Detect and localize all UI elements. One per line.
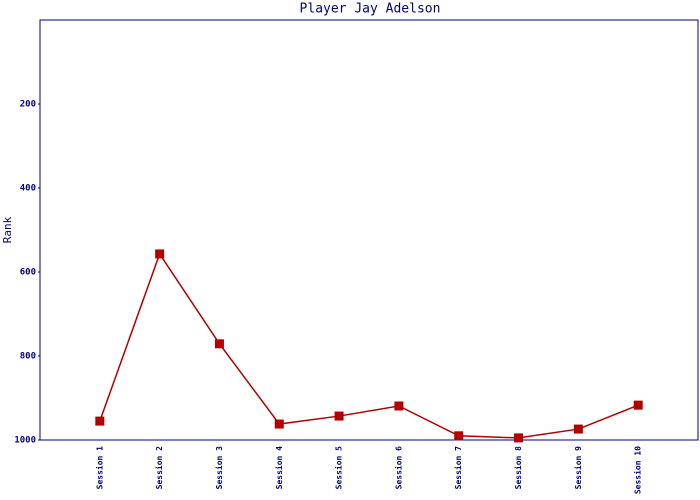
x-tick-label: Session 5 — [334, 446, 344, 490]
x-tick-label: Session 4 — [274, 446, 284, 490]
x-tick-label: Session 10 — [633, 446, 643, 494]
plot-frame — [39, 19, 699, 441]
marker — [274, 419, 284, 429]
marker — [95, 416, 105, 426]
marker — [573, 424, 583, 434]
chart-title: Player Jay Adelson — [300, 2, 441, 17]
marker — [214, 339, 224, 349]
y-tick-label: 1000 — [14, 436, 36, 446]
x-tick-label: Session 9 — [573, 446, 583, 490]
x-tick-label: Session 3 — [214, 446, 224, 490]
y-tick-label: 200 — [20, 100, 36, 110]
marker — [394, 401, 404, 411]
x-tick-label: Session 6 — [393, 446, 403, 490]
x-tick-label: Session 7 — [453, 446, 463, 490]
y-tick-label: 400 — [20, 184, 36, 194]
marker — [633, 400, 643, 410]
line — [99, 252, 639, 439]
marker — [155, 249, 165, 259]
marker — [334, 411, 344, 421]
y-tick-label: 800 — [20, 352, 36, 362]
x-tick-label: Session 1 — [94, 446, 104, 490]
marker — [454, 431, 464, 441]
x-tick-label: Session 8 — [513, 446, 523, 490]
y-axis-label: Rank — [1, 216, 14, 243]
marker — [514, 433, 524, 443]
y-tick-label: 600 — [20, 268, 36, 278]
x-tick-label: Session 2 — [154, 446, 164, 490]
